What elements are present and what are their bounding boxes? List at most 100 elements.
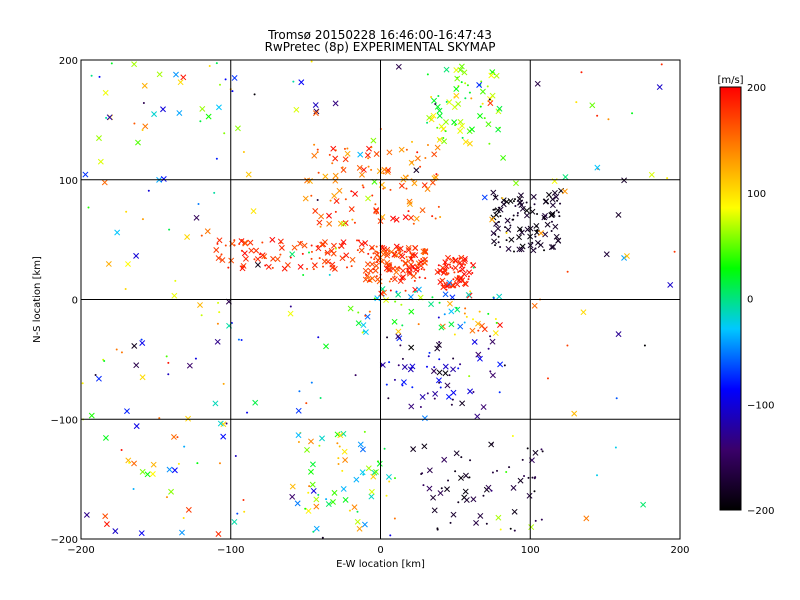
scatter-point-177 xyxy=(457,276,460,279)
scatter-point-1010 xyxy=(589,102,596,109)
scatter-point-986 xyxy=(250,208,257,215)
scatter-point-118 xyxy=(423,268,426,271)
scatter-point-307 xyxy=(408,214,415,221)
scatter-point-699 xyxy=(540,448,543,451)
scatter-point-595 xyxy=(438,381,441,384)
scatter-point-225 xyxy=(216,242,219,245)
scatter-point-703 xyxy=(297,441,300,444)
scatter-point-462 xyxy=(553,233,560,240)
scatter-point-509 xyxy=(543,249,546,252)
scatter-point-693 xyxy=(426,467,433,474)
scatter-point-304 xyxy=(316,151,319,154)
scatter-point-679 xyxy=(491,471,494,474)
scatter-point-188 xyxy=(441,284,444,287)
scatter-point-638 xyxy=(457,367,460,370)
scatter-point-958 xyxy=(400,379,407,386)
scatter-point-218 xyxy=(349,256,356,263)
scatter-point-310 xyxy=(367,157,370,160)
scatter-point-205 xyxy=(271,266,274,269)
scatter-point-923 xyxy=(215,62,218,65)
scatter-point-271 xyxy=(329,264,336,271)
scatter-point-157 xyxy=(456,261,459,264)
scatter-point-319 xyxy=(344,198,347,201)
scatter-point-546 xyxy=(457,118,464,125)
scatter-point-253 xyxy=(261,253,268,260)
scatter-point-971 xyxy=(125,457,132,464)
scatter-point-1074 xyxy=(531,302,538,309)
scatter-point-994 xyxy=(438,358,441,361)
scatter-point-266 xyxy=(350,265,353,268)
scatter-point-938 xyxy=(648,171,655,178)
chart-subtitle: RwPretec (8p) EXPERIMENTAL SKYMAP xyxy=(264,40,496,54)
scatter-point-226 xyxy=(239,265,246,272)
scatter-point-713 xyxy=(383,447,386,450)
scatter-point-810 xyxy=(115,348,118,351)
scatter-point-203 xyxy=(265,263,272,270)
scatter-point-772 xyxy=(200,234,203,237)
scatter-point-1031 xyxy=(332,100,339,107)
scatter-point-110 xyxy=(366,277,373,284)
scatter-point-837 xyxy=(87,206,90,209)
scatter-point-956 xyxy=(511,434,514,437)
scatter-point-634 xyxy=(425,365,428,368)
scatter-point-456 xyxy=(516,211,519,214)
scatter-point-496 xyxy=(513,250,516,253)
scatter-point-269 xyxy=(233,239,236,242)
scatter-point-929 xyxy=(389,534,392,537)
scatter-point-402 xyxy=(514,205,517,208)
scatter-point-794 xyxy=(185,506,192,513)
scatter-point-276 xyxy=(248,247,255,254)
scatter-point-381 xyxy=(414,155,421,162)
scatter-point-961 xyxy=(222,382,225,385)
scatter-point-717 xyxy=(360,446,366,453)
scatter-point-959 xyxy=(292,80,295,83)
scatter-point-715 xyxy=(336,442,339,445)
scatter-point-256 xyxy=(238,238,245,245)
scatter-point-878 xyxy=(465,291,472,298)
scatter-point-519 xyxy=(454,124,457,127)
scatter-point-284 xyxy=(324,251,327,254)
scatter-point-919 xyxy=(455,306,458,309)
scatter-point-232 xyxy=(220,253,223,256)
scatter-point-681 xyxy=(470,496,477,503)
scatter-point-951 xyxy=(501,197,504,200)
scatter-point-191 xyxy=(439,277,446,284)
scatter-point-907 xyxy=(362,329,369,336)
scatter-point-245 xyxy=(301,242,308,249)
scatter-point-541 xyxy=(426,121,429,124)
scatter-point-738 xyxy=(313,525,320,532)
scatter-point-966 xyxy=(476,82,483,88)
colorbar-tick-label: 200 xyxy=(747,83,766,94)
scatter-point-535 xyxy=(489,69,496,76)
scatter-point-1056 xyxy=(312,110,319,117)
scatter-point-586 xyxy=(435,342,442,348)
scatter-point-315 xyxy=(313,143,316,146)
scatter-point-494 xyxy=(499,246,502,249)
scatter-point-843 xyxy=(197,203,200,206)
grid-lines xyxy=(81,60,680,539)
scatter-point-339 xyxy=(352,190,359,197)
scatter-point-1033 xyxy=(561,188,568,195)
scatter-point-72 xyxy=(369,261,376,268)
scatter-point-673 xyxy=(523,475,526,478)
scatter-point-262 xyxy=(264,264,267,267)
scatter-point-399 xyxy=(332,172,339,179)
scatter-point-94 xyxy=(390,277,393,280)
scatter-point-633 xyxy=(450,389,457,396)
scatter-point-783 xyxy=(199,105,206,112)
scatter-point-87 xyxy=(399,274,405,281)
scatter-point-371 xyxy=(381,166,388,173)
scatter-point-632 xyxy=(497,361,504,368)
scatter-point-726 xyxy=(340,486,347,492)
scatter-point-196 xyxy=(444,261,447,264)
scatter-point-1039 xyxy=(317,336,320,339)
scatter-point-820 xyxy=(215,157,218,160)
scatter-point-936 xyxy=(225,422,228,425)
scatter-point-719 xyxy=(337,457,340,460)
scatter-point-741 xyxy=(309,481,316,488)
scatter-point-809 xyxy=(200,314,203,317)
scatter-point-235 xyxy=(322,265,325,268)
scatter-point-540 xyxy=(443,66,450,73)
scatter-point-909 xyxy=(475,320,481,327)
scatter-point-357 xyxy=(373,207,380,214)
